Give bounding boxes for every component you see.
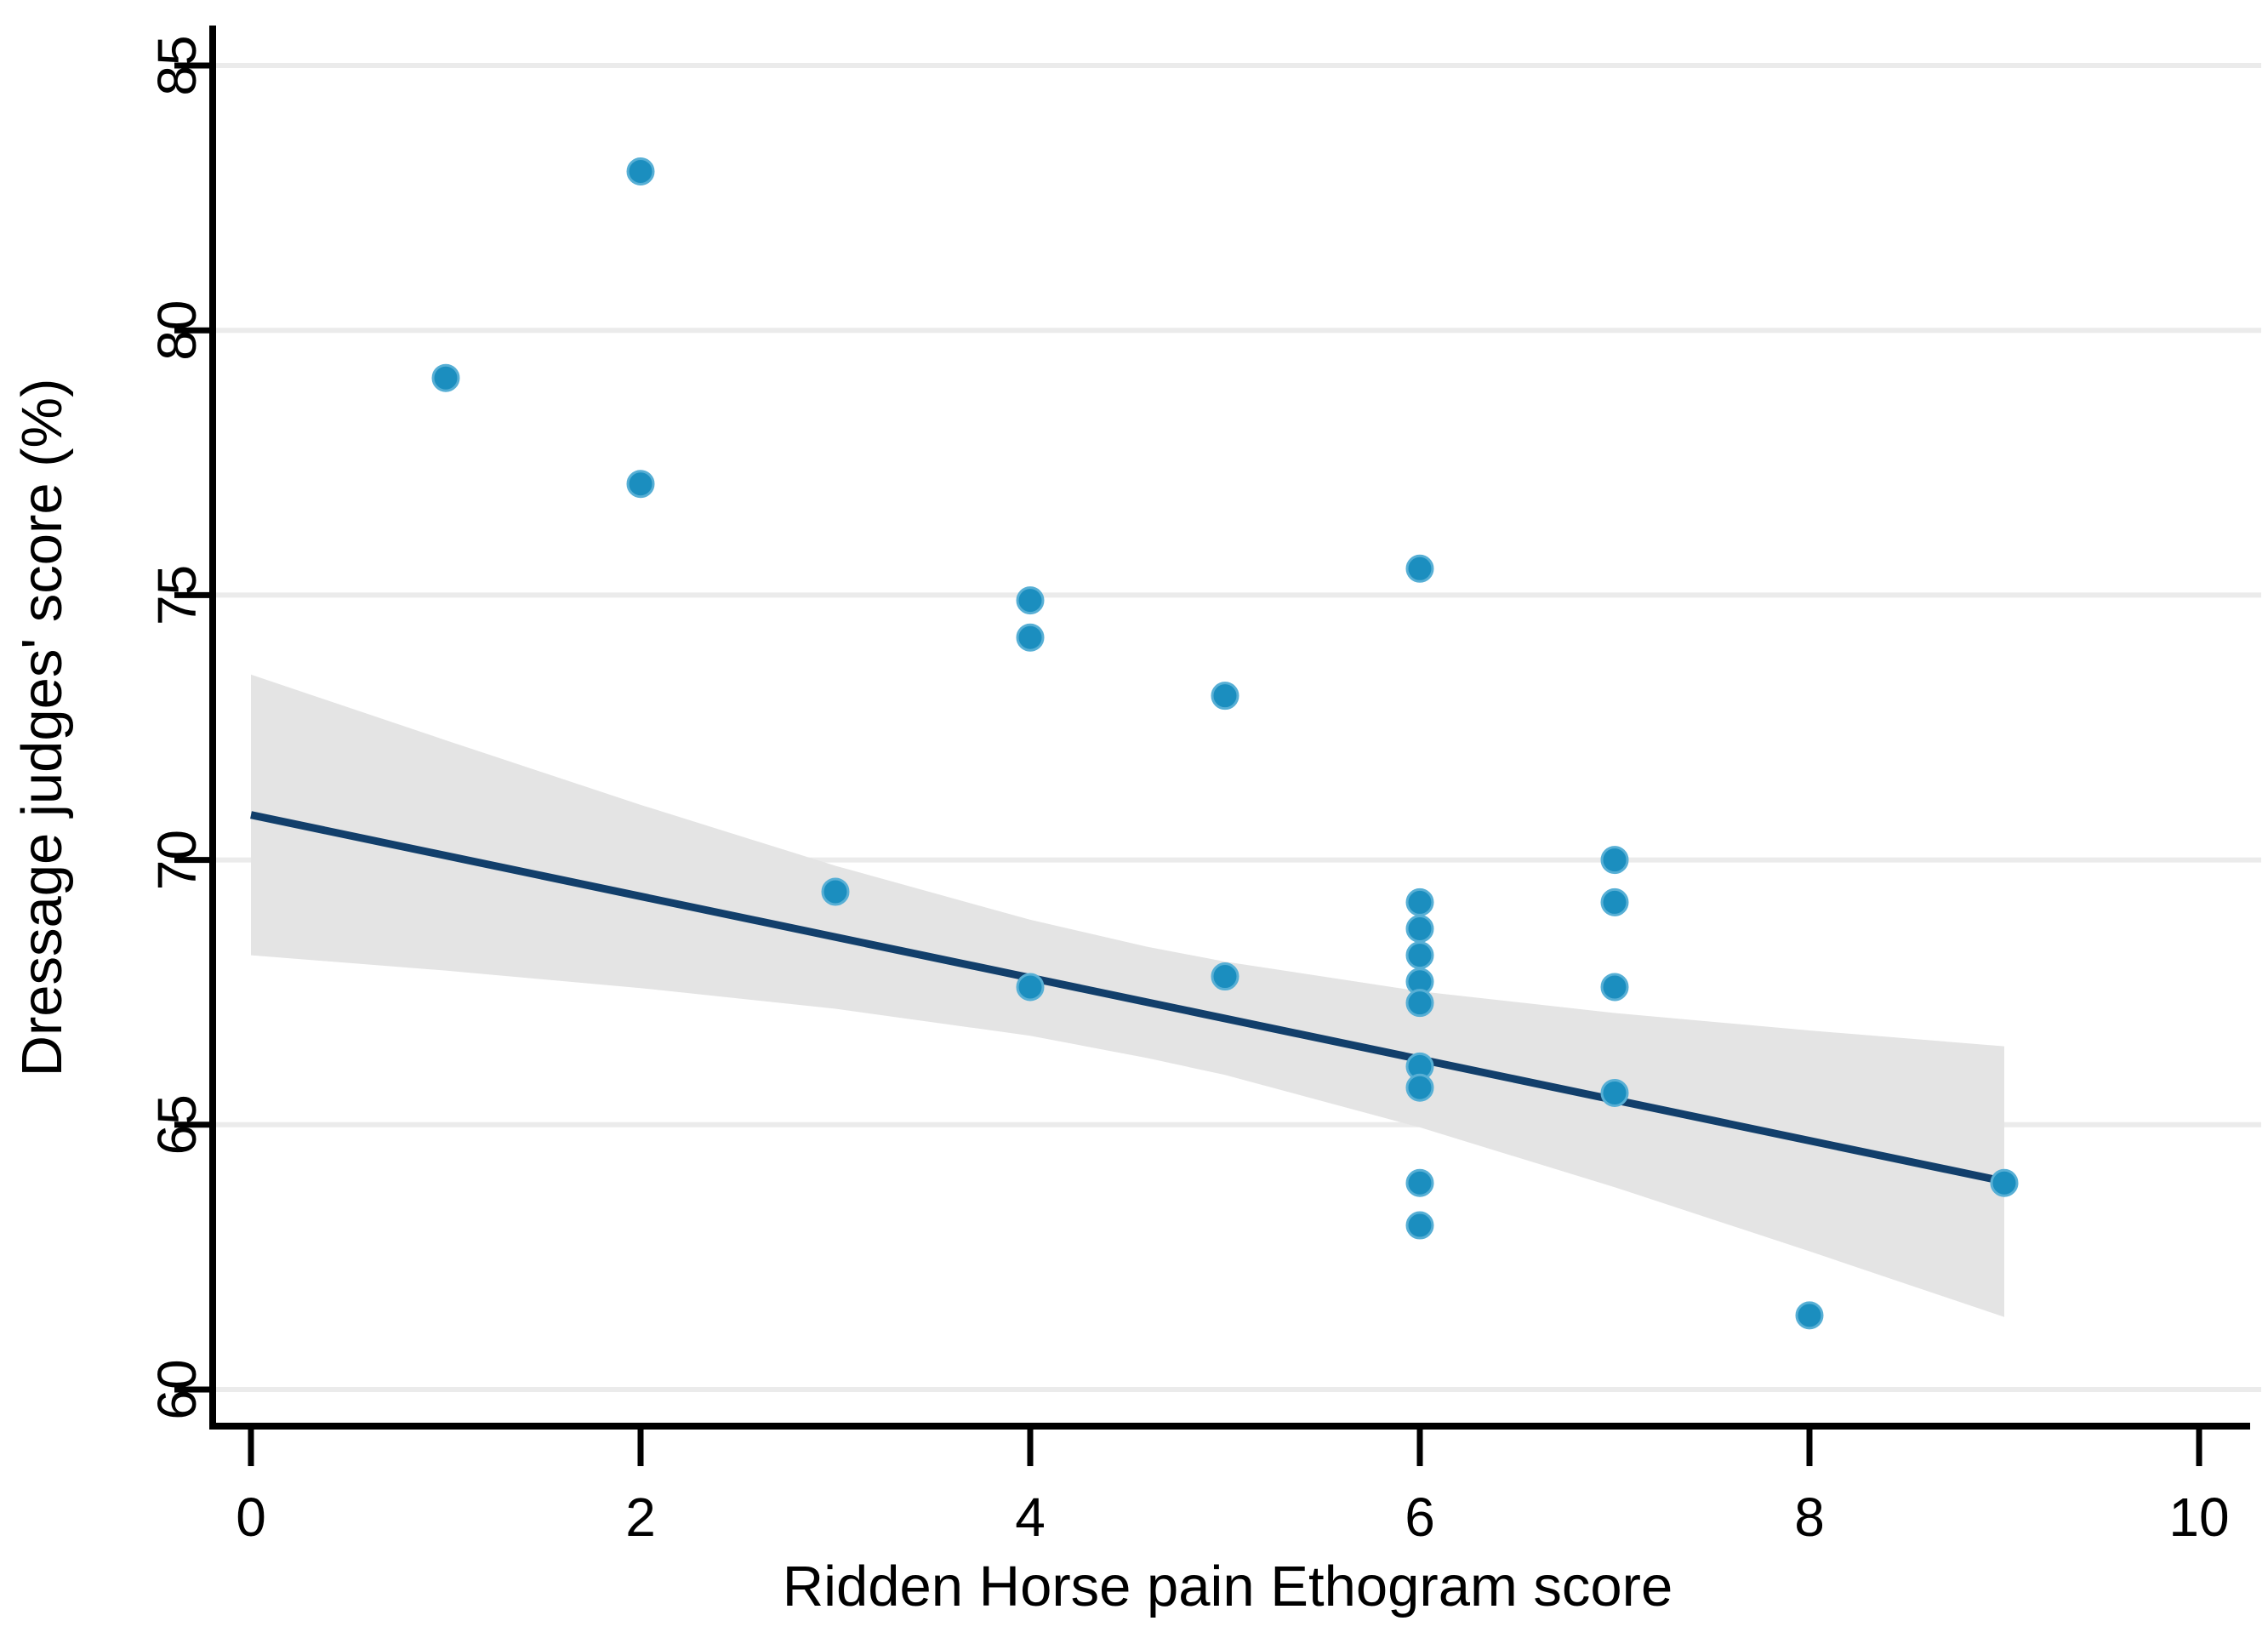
x-tick-label: 6 [1405,1487,1435,1548]
axes-layer [174,26,2250,1466]
y-tick-label: 85 [146,35,208,95]
data-point [1405,989,1434,1018]
scatter-points-layer [431,157,2019,1330]
data-point [1405,941,1434,970]
data-point [1405,554,1434,583]
x-axis-title: Ridden Horse pain Ethogram score [783,1555,1673,1618]
data-point [626,470,655,499]
data-point [1405,1168,1434,1197]
data-point [821,877,850,906]
data-point [1795,1301,1824,1330]
data-point [1405,887,1434,916]
data-point [1600,1078,1629,1107]
data-point [1211,962,1239,991]
data-point [1990,1168,2019,1197]
data-point [1405,915,1434,944]
y-tick-label: 65 [146,1094,208,1155]
data-point [1405,1211,1434,1240]
data-point [1016,973,1045,1002]
y-tick-label: 70 [146,830,208,890]
data-point [1405,1073,1434,1102]
y-tick-label: 60 [146,1359,208,1419]
x-tick-label: 2 [625,1487,656,1548]
data-point [1600,887,1629,916]
x-tick-label: 8 [1794,1487,1825,1548]
data-point [626,157,655,185]
y-tick-label: 75 [146,565,208,625]
x-tick-label: 4 [1015,1487,1046,1548]
y-axis-title: Dressage judges' score (%) [10,379,74,1077]
regression-line-layer [250,811,2005,1185]
data-point [1016,586,1045,615]
x-tick-label: 10 [2168,1487,2229,1548]
data-point [1211,682,1239,711]
y-tick-label: 80 [146,300,208,361]
data-point [1016,623,1045,652]
x-tick-label: 0 [236,1487,266,1548]
tick-labels-layer: 60 65 70 75 80 85 0 2 4 6 8 10 [146,35,2230,1548]
data-point [1600,973,1629,1002]
data-point [1600,846,1629,875]
data-point [431,363,460,392]
regression-line [250,811,2005,1185]
